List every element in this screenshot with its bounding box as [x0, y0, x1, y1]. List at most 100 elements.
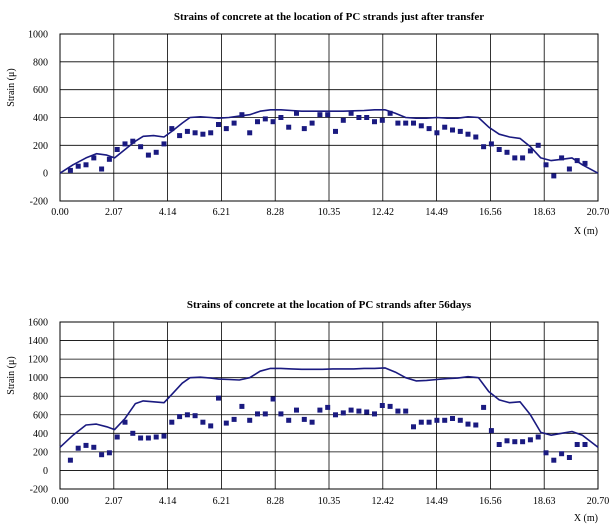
- measured-point: [473, 422, 479, 428]
- measured-point: [216, 122, 221, 127]
- measured-point: [364, 409, 370, 415]
- measured-point: [278, 115, 284, 120]
- measured-point: [106, 450, 112, 456]
- measured-point: [551, 173, 557, 179]
- measured-point: [488, 141, 494, 147]
- measured-point: [169, 126, 175, 132]
- measured-point: [364, 115, 370, 120]
- measured-point: [83, 442, 89, 448]
- measured-point: [512, 439, 518, 445]
- measured-point: [582, 442, 588, 447]
- strain-chart-after-transfer: Strains of concrete at the location of P…: [6, 11, 609, 237]
- chart-title: Strains of concrete at the location of P…: [187, 299, 472, 311]
- measured-point: [145, 435, 151, 441]
- measured-point: [379, 403, 385, 408]
- x-tick-label: 20.70: [587, 496, 609, 507]
- measured-point: [535, 142, 541, 148]
- measured-point: [122, 141, 128, 147]
- measured-point: [426, 419, 432, 425]
- measured-point: [91, 155, 97, 161]
- x-tick-label: 16.56: [479, 207, 502, 218]
- x-tick-label: 6.21: [213, 207, 231, 218]
- chart-title: Strains of concrete at the location of P…: [174, 11, 484, 23]
- measured-point: [192, 130, 198, 136]
- measured-point: [527, 437, 533, 443]
- measured-point: [387, 403, 393, 409]
- x-tick-label: 2.07: [105, 207, 123, 218]
- measured-point: [262, 116, 268, 122]
- y-tick-label: 1200: [28, 355, 48, 366]
- measured-point: [75, 163, 81, 169]
- y-tick-label: 200: [33, 141, 48, 152]
- measured-point: [223, 126, 229, 132]
- analysis-line: [59, 367, 599, 448]
- measured-point: [200, 419, 206, 425]
- x-tick-label: 10.35: [318, 207, 341, 218]
- measured-point: [286, 124, 292, 130]
- measured-point: [67, 457, 73, 463]
- measured-point: [496, 442, 502, 447]
- measured-point: [418, 123, 424, 129]
- measured-point: [114, 434, 120, 440]
- measured-point: [262, 411, 268, 417]
- measured-point: [208, 130, 214, 136]
- measured-point: [83, 162, 89, 168]
- measured-point: [559, 155, 565, 161]
- measured-point: [75, 445, 81, 451]
- x-tick-label: 14.49: [425, 207, 448, 218]
- measured-point: [356, 408, 362, 414]
- measured-point: [372, 411, 377, 417]
- measured-point: [457, 417, 463, 423]
- measured-point: [130, 138, 136, 144]
- measured-point: [481, 144, 487, 150]
- measured-point: [255, 411, 260, 417]
- measured-point: [481, 404, 487, 410]
- measured-point: [450, 127, 455, 133]
- measured-point: [325, 404, 331, 410]
- measured-point: [465, 421, 471, 427]
- y-tick-label: 800: [33, 392, 48, 403]
- y-tick-label: 1600: [28, 318, 48, 329]
- measured-point: [67, 167, 73, 173]
- x-tick-label: 4.14: [159, 207, 177, 218]
- measured-point: [418, 419, 424, 425]
- measured-point: [184, 412, 190, 418]
- measured-point: [309, 419, 315, 425]
- measured-point: [457, 128, 463, 134]
- measured-point: [177, 133, 183, 139]
- measured-point: [559, 451, 565, 457]
- y-tick-label: 1000: [28, 373, 48, 384]
- measured-point: [223, 420, 229, 426]
- y-tick-label: 1400: [28, 336, 48, 347]
- measured-point: [403, 120, 409, 126]
- measured-point: [333, 412, 338, 418]
- x-tick-label: 4.14: [159, 496, 177, 507]
- x-tick-label: 0.00: [51, 207, 69, 218]
- measured-point: [372, 119, 377, 125]
- measured-point: [309, 120, 315, 126]
- x-tick-label: 20.70: [587, 207, 609, 218]
- measured-point: [543, 162, 549, 168]
- y-axis-label: Strain (μ): [6, 68, 17, 106]
- y-tick-label: 1000: [28, 30, 48, 41]
- measured-point: [434, 417, 440, 423]
- measured-point: [333, 128, 338, 134]
- measured-point: [122, 419, 128, 425]
- measured-point: [551, 457, 557, 463]
- measured-point: [582, 160, 588, 166]
- measured-point: [153, 434, 159, 440]
- measured-point: [450, 416, 455, 421]
- measured-point: [442, 124, 448, 130]
- measured-point: [145, 152, 151, 158]
- measured-point: [348, 110, 354, 116]
- measured-point: [161, 433, 167, 439]
- measured-point: [169, 419, 175, 425]
- x-tick-label: 18.63: [533, 207, 556, 218]
- measured-point: [286, 417, 292, 423]
- measured-point: [239, 112, 245, 118]
- measured-point: [138, 144, 144, 150]
- measured-point: [247, 130, 253, 136]
- measured-point: [520, 439, 526, 445]
- measured-point: [379, 117, 385, 123]
